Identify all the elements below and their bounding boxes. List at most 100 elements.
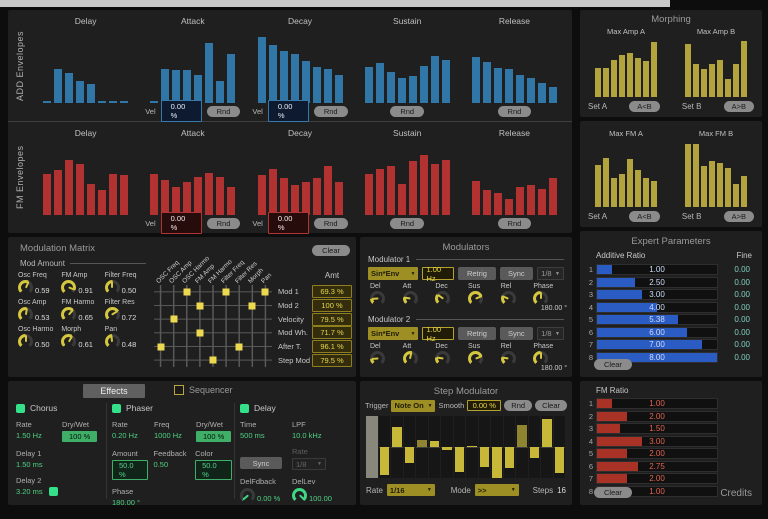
envelope-bar[interactable] [43, 100, 52, 103]
envelope-bar[interactable] [493, 67, 502, 103]
knob[interactable] [500, 291, 516, 306]
bar[interactable] [741, 176, 747, 207]
ratio-slider[interactable]: 2.75 [596, 460, 718, 472]
mod1-retrig-button[interactable]: Retrig [458, 267, 496, 280]
mod2-rate-select[interactable]: 1/8 ▼ [537, 327, 564, 340]
knob[interactable] [18, 280, 33, 295]
vel-value[interactable]: 0.00 % [267, 212, 309, 234]
ratio-slider[interactable]: 7.00 [596, 339, 718, 350]
copy-a-gt-b-button[interactable]: A>B [723, 211, 754, 222]
vel-value[interactable]: 0.00 % [267, 100, 309, 122]
chorus-delay2-toggle[interactable] [48, 487, 58, 496]
matrix-grid[interactable] [154, 285, 272, 367]
step-cell[interactable] [541, 416, 554, 478]
matrix-amt-value[interactable]: 71.7 % [312, 326, 352, 340]
step-rnd-button[interactable]: Rnd [504, 400, 533, 411]
envelope-bar[interactable] [205, 43, 214, 103]
knob[interactable] [402, 291, 418, 306]
envelope-bar[interactable] [109, 100, 118, 103]
tab-sequencer[interactable]: Sequencer [174, 385, 233, 395]
step-cell[interactable] [366, 416, 379, 478]
bar[interactable] [717, 59, 723, 97]
knob[interactable] [370, 351, 385, 366]
mod1-wave-select[interactable]: Sin*Env ▼ [368, 267, 419, 280]
additive-clear-button[interactable]: Clear [594, 359, 632, 370]
envelope-bar[interactable] [419, 155, 428, 215]
matrix-dot[interactable] [261, 288, 269, 296]
bar[interactable] [693, 64, 699, 97]
envelope-bar[interactable] [216, 80, 225, 103]
envelope-bar[interactable] [120, 175, 129, 215]
mod2-retrig-button[interactable]: Retrig [458, 327, 496, 340]
step-cell[interactable] [479, 416, 491, 478]
step-cell[interactable] [391, 416, 404, 478]
envelope-bar[interactable] [301, 61, 310, 103]
envelope-bar[interactable] [397, 183, 406, 215]
matrix-amt-value[interactable]: 79.5 % [312, 312, 352, 326]
envelope-bar[interactable] [334, 74, 343, 103]
chorus-rate-value[interactable]: 1.50 Hz [16, 431, 42, 440]
trigger-select[interactable]: Note On ▼ [391, 399, 436, 412]
fine-value[interactable]: 0.00 [734, 277, 750, 287]
chorus-delay2-value[interactable]: 3.20 ms [16, 487, 43, 496]
envelope-bar[interactable] [482, 61, 491, 103]
envelope-bar[interactable] [268, 168, 277, 215]
envelope-bar[interactable] [312, 67, 321, 103]
bar[interactable] [651, 41, 657, 97]
envelope-bar[interactable] [279, 50, 288, 103]
steps-value[interactable]: 16 [557, 485, 566, 495]
envelope-bar[interactable] [441, 60, 450, 103]
bar[interactable] [701, 166, 707, 207]
envelope-bar[interactable] [279, 177, 288, 215]
phaser-feedback-value[interactable]: 0.50 [153, 460, 169, 469]
envelope-bar[interactable] [76, 164, 85, 215]
envelope-bar[interactable] [397, 78, 406, 103]
bar[interactable] [643, 178, 649, 207]
bar[interactable] [595, 164, 601, 207]
envelope-bar[interactable] [205, 173, 214, 215]
ratio-slider[interactable]: 1.00 [596, 264, 718, 275]
matrix-dot[interactable] [196, 302, 204, 309]
envelope-bar[interactable] [257, 175, 266, 215]
envelope-bar[interactable] [301, 182, 310, 215]
bar[interactable] [635, 58, 641, 97]
knob[interactable] [18, 307, 33, 322]
matrix-dot[interactable] [235, 343, 243, 350]
rnd-button[interactable]: Rnd [313, 105, 348, 117]
bar[interactable] [685, 44, 691, 97]
mod1-freq-value[interactable]: 1.00 Hz [422, 265, 455, 283]
fm-clear-button[interactable]: Clear [594, 487, 632, 498]
bar[interactable] [635, 169, 641, 207]
bar[interactable] [619, 174, 625, 207]
knob[interactable] [61, 334, 77, 349]
credits-link[interactable]: Credits [720, 488, 752, 499]
envelope-bar[interactable] [172, 70, 181, 103]
envelope-bar[interactable] [161, 69, 170, 103]
envelope-bar[interactable] [54, 69, 63, 103]
delfdback-knob[interactable] [240, 488, 255, 503]
bar[interactable] [725, 79, 731, 97]
envelope-bar[interactable] [364, 67, 373, 103]
bar[interactable] [619, 55, 625, 97]
envelope-bar[interactable] [183, 182, 192, 215]
step-cell[interactable] [491, 416, 504, 478]
ratio-slider[interactable]: 2.00 [596, 410, 718, 422]
envelope-bar[interactable] [227, 186, 236, 215]
matrix-dot[interactable] [209, 356, 217, 364]
ratio-slider[interactable]: 1.00 [596, 398, 718, 409]
bar[interactable] [603, 68, 609, 97]
chorus-drywet-value[interactable]: 100 % [62, 431, 98, 442]
fine-value[interactable]: 0.00 [734, 265, 750, 274]
phaser-amount-value[interactable]: 50.0 % [112, 460, 148, 480]
tab-effects[interactable]: Effects [83, 384, 145, 398]
envelope-bar[interactable] [87, 84, 96, 103]
set-a-button[interactable]: Set A [588, 102, 608, 111]
envelope-bar[interactable] [109, 173, 118, 215]
envelope-bar[interactable] [526, 185, 535, 215]
knob[interactable] [104, 334, 120, 349]
mod2-wave-select[interactable]: Sin*Env ▼ [368, 327, 419, 340]
envelope-bar[interactable] [150, 100, 159, 103]
bar[interactable] [733, 183, 739, 207]
envelope-bar[interactable] [386, 166, 395, 215]
matrix-amt-value[interactable]: 100 % [312, 298, 352, 312]
